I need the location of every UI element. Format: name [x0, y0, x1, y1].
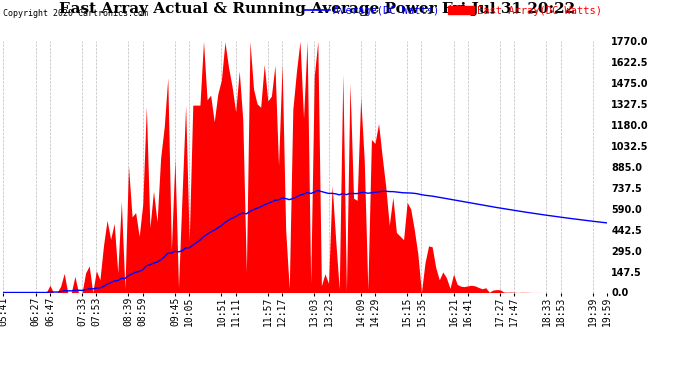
Text: East Array Actual & Running Average Power Fri Jul 31 20:22: East Array Actual & Running Average Powe… — [59, 2, 575, 16]
Text: Copyright 2020 Cartronics.com: Copyright 2020 Cartronics.com — [3, 9, 148, 18]
Legend: Average(DC Watts), East Array(DC Watts): Average(DC Watts), East Array(DC Watts) — [304, 6, 602, 16]
